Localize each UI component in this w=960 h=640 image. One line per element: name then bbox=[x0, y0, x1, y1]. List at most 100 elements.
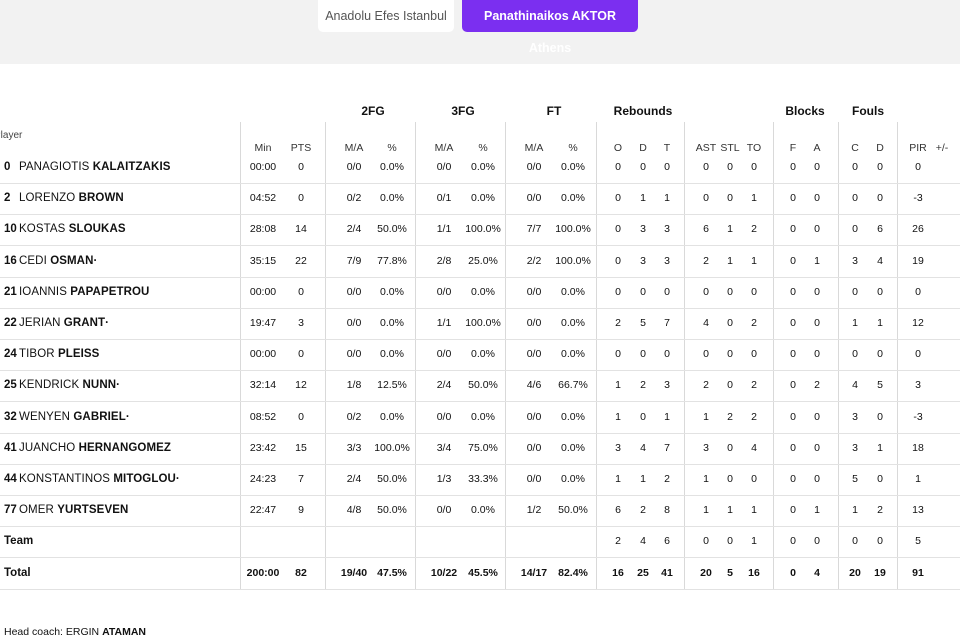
cell-fc: 5 bbox=[852, 473, 858, 485]
cell-ftp: 100.0% bbox=[555, 255, 591, 267]
col-header-bf[interactable]: F bbox=[789, 142, 797, 154]
cell-bf: 0 bbox=[790, 535, 796, 547]
cell-pir: 5 bbox=[915, 535, 921, 547]
player-row: 0 PANAGIOTIS KALAITZAKIS 00:00 0 0/0 0.0% 0/0 0… bbox=[0, 152, 960, 184]
cell-min: 00:00 bbox=[249, 348, 277, 360]
col-header-min[interactable]: Min bbox=[254, 142, 272, 154]
cell-stl: 0 bbox=[727, 192, 733, 204]
player-number: 41 bbox=[4, 442, 17, 454]
col-header-o[interactable]: O bbox=[613, 142, 623, 154]
cell-ftp: 100.0% bbox=[555, 223, 591, 235]
cell-fd: 19 bbox=[874, 567, 886, 579]
player-name[interactable]: PANAGIOTIS KALAITZAKIS bbox=[19, 152, 171, 183]
cell-fg3: 0/1 bbox=[436, 192, 452, 204]
player-name[interactable]: JUANCHO HERNANGOMEZ bbox=[19, 433, 171, 464]
player-name[interactable]: JERIAN GRANT· bbox=[19, 308, 109, 339]
player-name[interactable]: WENYEN GABRIEL· bbox=[19, 402, 130, 433]
cell-to: 0 bbox=[751, 348, 757, 360]
cell-t: 0 bbox=[664, 286, 670, 298]
cell-ft: 14/17 bbox=[520, 567, 548, 579]
cell-pir: 12 bbox=[912, 317, 924, 329]
column-divider bbox=[505, 122, 506, 590]
cell-d: 5 bbox=[640, 317, 646, 329]
col-header-ft[interactable]: M/A bbox=[524, 142, 544, 154]
cell-fg2p: 12.5% bbox=[377, 379, 407, 391]
cell-ft: 0/0 bbox=[526, 161, 542, 173]
player-name[interactable]: LORENZO BROWN bbox=[19, 183, 124, 214]
cell-bf: 0 bbox=[790, 411, 796, 423]
player-name[interactable]: KENDRICK NUNN· bbox=[19, 370, 120, 401]
player-first-name: IOANNIS bbox=[19, 286, 67, 298]
cell-ft: 0/0 bbox=[526, 473, 542, 485]
cell-fg2: 7/9 bbox=[346, 255, 362, 267]
cell-to: 0 bbox=[751, 473, 757, 485]
col-header-plus-minus[interactable]: +/- bbox=[935, 142, 949, 154]
cell-o: 1 bbox=[615, 379, 621, 391]
cell-ba: 2 bbox=[814, 379, 820, 391]
cell-fc: 0 bbox=[852, 535, 858, 547]
col-header-t[interactable]: T bbox=[663, 142, 671, 154]
col-header-fg2[interactable]: M/A bbox=[344, 142, 364, 154]
player-row: 22 JERIAN GRANT· 19:47 3 0/0 0.0% 1/1 100.0% 0/0… bbox=[0, 308, 960, 340]
cell-t: 8 bbox=[664, 504, 670, 516]
cell-fd: 0 bbox=[877, 192, 883, 204]
player-first-name: CEDI bbox=[19, 255, 47, 267]
cell-t: 7 bbox=[664, 317, 670, 329]
col-header-fd[interactable]: D bbox=[876, 142, 884, 154]
cell-fg3: 0/0 bbox=[436, 348, 452, 360]
player-name[interactable]: OMER YURTSEVEN bbox=[19, 495, 128, 526]
player-last-name: MITOGLOU· bbox=[113, 473, 180, 485]
cell-to: 1 bbox=[751, 535, 757, 547]
col-header-ftp[interactable]: % bbox=[568, 142, 578, 154]
cell-fg2p: 77.8% bbox=[377, 255, 407, 267]
player-name[interactable]: CEDI OSMAN· bbox=[19, 246, 97, 277]
tab-home-team[interactable]: Anadolu Efes Istanbul bbox=[318, 0, 454, 32]
cell-o: 1 bbox=[615, 411, 621, 423]
cell-ast: 2 bbox=[703, 255, 709, 267]
cell-ast: 0 bbox=[703, 192, 709, 204]
cell-ft: 0/0 bbox=[526, 317, 542, 329]
cell-pts: 0 bbox=[298, 411, 304, 423]
col-header-fg2p[interactable]: % bbox=[387, 142, 397, 154]
player-number: 44 bbox=[4, 473, 17, 485]
player-name[interactable]: IOANNIS PAPAPETROU bbox=[19, 277, 149, 308]
cell-fg3p: 0.0% bbox=[471, 411, 495, 423]
player-name[interactable]: KONSTANTINOS MITOGLOU· bbox=[19, 464, 180, 495]
tab-away-team[interactable]: Panathinaikos AKTOR Athens bbox=[462, 0, 638, 55]
col-header-to[interactable]: TO bbox=[746, 142, 762, 154]
cell-ft: 0/0 bbox=[526, 348, 542, 360]
player-number: 24 bbox=[4, 348, 17, 360]
cell-stl: 1 bbox=[727, 223, 733, 235]
column-divider bbox=[897, 122, 898, 590]
player-name[interactable]: TIBOR PLEISS bbox=[19, 339, 99, 370]
player-number: 10 bbox=[4, 223, 17, 235]
cell-min: 00:00 bbox=[249, 286, 277, 298]
col-header-stl[interactable]: STL bbox=[720, 142, 740, 154]
cell-ftp: 0.0% bbox=[561, 192, 585, 204]
col-header-pts[interactable]: PTS bbox=[290, 142, 312, 154]
group-header-ft: FT bbox=[546, 104, 562, 118]
cell-pir: 26 bbox=[912, 223, 924, 235]
cell-pts: 0 bbox=[298, 286, 304, 298]
cell-stl: 0 bbox=[727, 348, 733, 360]
cell-fg3p: 75.0% bbox=[468, 442, 498, 454]
col-header-fg3[interactable]: M/A bbox=[434, 142, 454, 154]
cell-fg3p: 0.0% bbox=[471, 286, 495, 298]
col-header-pir[interactable]: PIR bbox=[909, 142, 927, 154]
col-header-fc[interactable]: C bbox=[851, 142, 859, 154]
cell-pts: 7 bbox=[298, 473, 304, 485]
cell-fg2p: 100.0% bbox=[374, 442, 410, 454]
col-header-ba[interactable]: A bbox=[813, 142, 821, 154]
cell-to: 1 bbox=[751, 192, 757, 204]
cell-fg2p: 0.0% bbox=[380, 317, 404, 329]
player-number: 2 bbox=[4, 192, 11, 204]
col-header-ast[interactable]: AST bbox=[695, 142, 717, 154]
player-first-name: KONSTANTINOS bbox=[19, 473, 111, 485]
player-row: 21 IOANNIS PAPAPETROU 00:00 0 0/0 0.0% 0/0 0.0%… bbox=[0, 277, 960, 309]
player-name[interactable]: KOSTAS SLOUKAS bbox=[19, 214, 126, 245]
col-header-fg3p[interactable]: % bbox=[478, 142, 488, 154]
cell-fd: 1 bbox=[877, 442, 883, 454]
cell-fc: 20 bbox=[849, 567, 861, 579]
col-header-d[interactable]: D bbox=[639, 142, 647, 154]
cell-bf: 0 bbox=[790, 286, 796, 298]
